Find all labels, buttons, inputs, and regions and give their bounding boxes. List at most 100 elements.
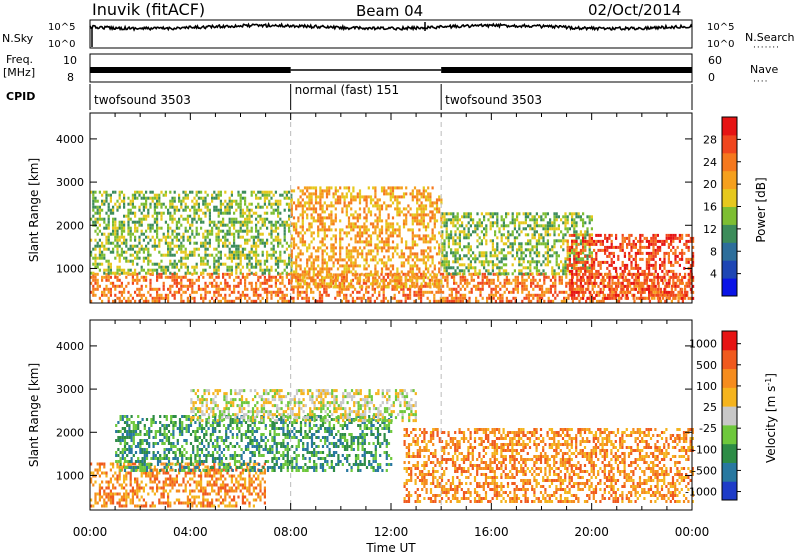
scatter-cell	[531, 260, 534, 264]
scatter-cell	[306, 276, 309, 280]
scatter-cell	[191, 284, 194, 288]
scatter-cell	[356, 225, 359, 229]
scatter-cell	[524, 215, 527, 219]
scatter-cell	[195, 220, 198, 224]
scatter-cell	[116, 250, 119, 254]
scatter-cell	[290, 287, 293, 291]
scatter-cell	[123, 268, 126, 272]
scatter-cell	[169, 247, 172, 251]
scatter-cell	[480, 230, 483, 234]
scatter-cell	[620, 281, 623, 285]
scatter-cell	[418, 189, 421, 193]
scatter-cell	[367, 264, 370, 268]
scatter-cell	[400, 195, 403, 199]
scatter-cell	[308, 207, 311, 211]
scatter-cell	[521, 290, 524, 294]
scatter-cell	[266, 265, 269, 269]
scatter-cell	[491, 248, 494, 252]
scatter-cell	[180, 241, 183, 245]
scatter-cell	[321, 296, 324, 300]
scatter-cell	[266, 241, 269, 245]
scatter-cell	[292, 296, 295, 300]
scatter-cell	[182, 208, 185, 212]
scatter-cell	[372, 204, 375, 208]
scatter-cell	[623, 269, 626, 273]
scatter-cell	[461, 296, 464, 300]
scatter-cell	[577, 257, 580, 261]
scatter-cell	[516, 275, 519, 279]
scatter-cell	[542, 236, 545, 240]
scatter-cell	[457, 290, 460, 294]
scatter-cell	[468, 299, 471, 303]
scatter-cell	[584, 254, 587, 258]
scatter-cell	[445, 221, 448, 225]
scatter-cell	[483, 275, 486, 279]
scatter-cell	[334, 207, 337, 211]
scatter-cell	[107, 223, 110, 227]
scatter-cell	[424, 228, 428, 232]
scatter-cell	[552, 284, 555, 288]
scatter-cell	[424, 264, 428, 268]
scatter-cell	[520, 257, 523, 261]
scatter-cell	[151, 199, 154, 203]
scatter-cell	[575, 239, 578, 243]
scatter-cell	[557, 215, 560, 219]
scatter-cell	[511, 263, 514, 267]
scatter-cell	[296, 293, 299, 297]
nsearch-tick-high: 10^5	[707, 22, 734, 33]
scatter-cell	[330, 210, 333, 214]
scatter-cell	[228, 208, 231, 212]
scatter-cell	[239, 199, 242, 203]
scatter-cell	[184, 271, 187, 275]
scatter-cell	[308, 243, 311, 247]
scatter-cell	[208, 211, 211, 215]
scatter-cell	[301, 225, 304, 229]
scatter-cell	[336, 267, 340, 271]
scatter-cell	[641, 251, 644, 255]
scatter-cell	[565, 296, 568, 300]
scatter-cell	[279, 290, 282, 294]
scatter-cell	[301, 252, 304, 256]
scatter-cell	[350, 282, 353, 286]
scatter-cell	[277, 278, 280, 282]
scatter-cell	[259, 217, 262, 221]
scatter-cell	[413, 290, 416, 294]
scatter-cell	[295, 285, 298, 289]
scatter-cell	[156, 268, 159, 272]
scatter-cell	[635, 296, 638, 300]
scatter-cell	[396, 279, 399, 283]
scatter-cell	[120, 232, 123, 236]
scatter-cell	[283, 299, 286, 303]
scatter-cell	[431, 278, 434, 282]
scatter-cell	[610, 260, 613, 264]
scatter-cell	[513, 239, 516, 243]
scatter-cell	[189, 208, 192, 212]
scatter-cell	[299, 249, 302, 253]
scatter-cell	[606, 236, 609, 240]
scatter-cell	[522, 212, 525, 216]
scatter-cell	[259, 259, 262, 263]
scatter-cell	[206, 235, 209, 239]
scatter-cell	[160, 259, 163, 263]
scatter-cell	[200, 196, 203, 200]
scatter-cell	[147, 226, 150, 230]
scatter-cell	[688, 284, 691, 288]
scatter-cell	[593, 284, 596, 288]
scatter-cell	[424, 282, 428, 286]
scatter-cell	[279, 256, 282, 260]
scatter-cell	[573, 266, 576, 270]
scatter-cell	[184, 217, 187, 221]
scatter-cell	[413, 281, 416, 285]
scatter-cell	[288, 202, 291, 206]
scatter-cell	[151, 262, 154, 266]
scatter-cell	[422, 195, 425, 199]
scatter-cell	[363, 210, 366, 214]
scatter-cell	[308, 198, 311, 202]
scatter-cell	[202, 271, 205, 275]
scatter-cell	[195, 208, 198, 212]
scatter-cell	[554, 281, 557, 285]
scatter-cell	[579, 281, 582, 285]
scatter-cell	[385, 249, 388, 253]
scatter-cell	[241, 250, 244, 254]
scatter-cell	[513, 257, 516, 261]
